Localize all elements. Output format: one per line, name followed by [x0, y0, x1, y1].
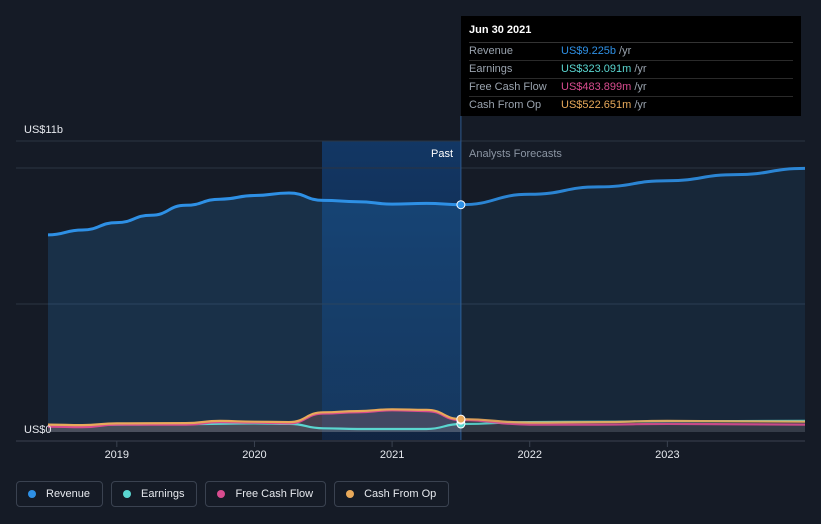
tooltip-unit: /yr	[634, 99, 647, 111]
tooltip-row-free-cash-flow: Free Cash Flow US$483.899m/yr	[469, 79, 793, 97]
x-tick-label: 2021	[380, 449, 404, 461]
tooltip-row-revenue: Revenue US$9.225b/yr	[469, 43, 793, 61]
free-cash-flow-forecast-area	[460, 420, 805, 432]
tooltip-unit: /yr	[634, 81, 647, 93]
legend-dot-icon	[123, 490, 132, 498]
forecast-label: Analysts Forecasts	[469, 148, 562, 160]
cash-from-op-forecast-line	[460, 418, 806, 424]
legend-item-cash-from-op[interactable]: Cash From Op	[334, 481, 450, 507]
legend-dot-icon	[28, 490, 36, 498]
tooltip-unit: /yr	[634, 63, 647, 75]
legend-label: Revenue	[46, 488, 91, 500]
x-tick-label: 2023	[655, 449, 679, 461]
revenue-past-line	[47, 191, 461, 237]
legend: Revenue Earnings Free Cash Flow Cash From O…	[16, 481, 450, 507]
legend-item-free-cash-flow[interactable]: Free Cash Flow	[205, 481, 327, 507]
cash-from-op-past-line	[47, 408, 461, 427]
revenue-marker[interactable]	[456, 200, 466, 210]
tooltip-label: Revenue	[469, 45, 514, 57]
revenue-past-area	[48, 193, 461, 432]
free-cash-flow-past-area	[48, 410, 461, 432]
tooltip-label: Earnings	[469, 63, 513, 75]
tooltip-row-earnings: Earnings US$323.091m/yr	[469, 61, 793, 79]
cash-from-op-marker[interactable]	[456, 414, 466, 424]
tooltip-unit: /yr	[619, 45, 632, 57]
data-tooltip: Jun 30 2021 Revenue US$9.225b/yr Earnings U…	[461, 16, 801, 116]
tooltip-value: US$323.091m	[561, 63, 632, 75]
tooltip-label: Free Cash Flow	[469, 81, 547, 93]
tooltip-row-cash-from-op: Cash From Op US$522.651m/yr	[469, 97, 793, 114]
cash-from-op-past-area	[48, 409, 461, 432]
revenue-forecast-area	[460, 168, 805, 432]
tooltip-label: Cash From Op	[469, 99, 542, 111]
x-tick-label: 2019	[105, 449, 129, 461]
free-cash-flow-forecast-line	[460, 419, 806, 426]
cash-from-op-forecast-area	[460, 419, 805, 432]
tooltip-value: US$483.899m	[561, 81, 632, 93]
tooltip-value: US$522.651m	[561, 99, 632, 111]
legend-label: Earnings	[141, 488, 185, 500]
x-tick-label: 2020	[242, 449, 266, 461]
tooltip-date: Jun 30 2021	[469, 24, 793, 43]
y-axis-top-label: US$11b	[24, 124, 63, 136]
revenue-forecast-line	[460, 166, 806, 207]
legend-dot-icon	[346, 490, 355, 498]
past-label: Past	[431, 148, 453, 160]
y-axis-bottom-label: US$0	[24, 424, 52, 436]
legend-dot-icon	[217, 490, 226, 498]
legend-label: Free Cash Flow	[235, 488, 314, 500]
legend-label: Cash From Op	[364, 488, 437, 500]
legend-item-revenue[interactable]: Revenue	[16, 481, 104, 507]
past-region-shade	[322, 141, 461, 440]
x-tick-label: 2022	[517, 449, 541, 461]
legend-item-earnings[interactable]: Earnings	[111, 481, 198, 507]
tooltip-value: US$9.225b	[561, 45, 617, 57]
